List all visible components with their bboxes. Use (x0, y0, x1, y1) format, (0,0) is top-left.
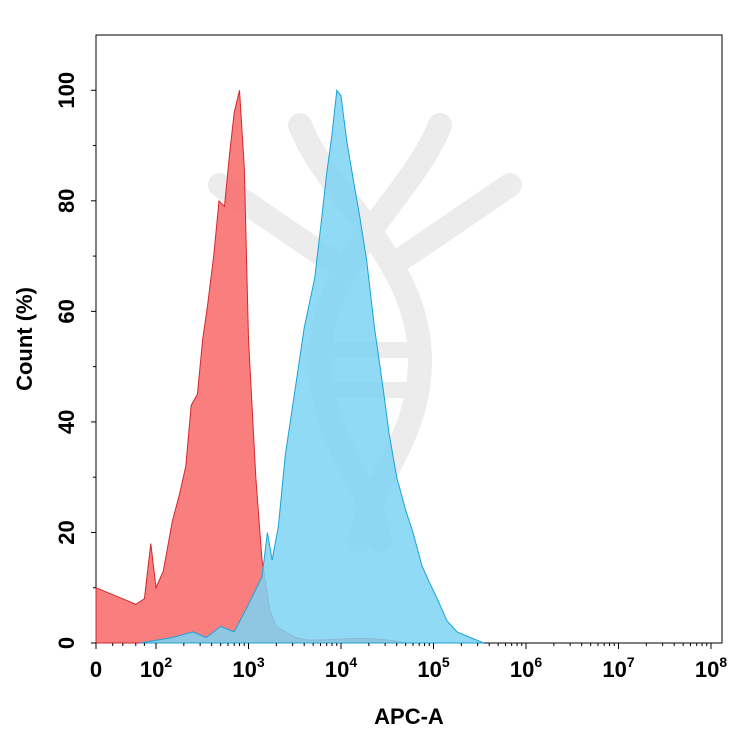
x-tick-label: 103 (232, 654, 264, 682)
x-tick-label: 107 (602, 654, 634, 682)
histogram-series-2 (140, 89, 484, 644)
y-tick-label: 20 (54, 520, 79, 544)
x-tick-label: 102 (140, 654, 172, 682)
x-tick-label: 108 (695, 654, 727, 682)
y-axis-title: Count (%) (12, 287, 37, 391)
series-layer (95, 89, 484, 644)
y-tick-label: 0 (54, 637, 79, 649)
y-tick-label: 60 (54, 299, 79, 323)
axis-layer: 0 20 40 60 80 100 0 102 103 104 105 106 107 108 (54, 72, 727, 682)
x-tick-label: 0 (90, 657, 102, 682)
y-tick-label: 100 (54, 72, 79, 109)
x-axis-title: APC-A (374, 704, 444, 729)
x-tick-label: 106 (510, 654, 542, 682)
y-tick-label: 40 (54, 410, 79, 434)
y-tick-label: 80 (54, 189, 79, 213)
x-tick-label: 105 (417, 654, 449, 682)
x-tick-label: 104 (325, 654, 357, 682)
